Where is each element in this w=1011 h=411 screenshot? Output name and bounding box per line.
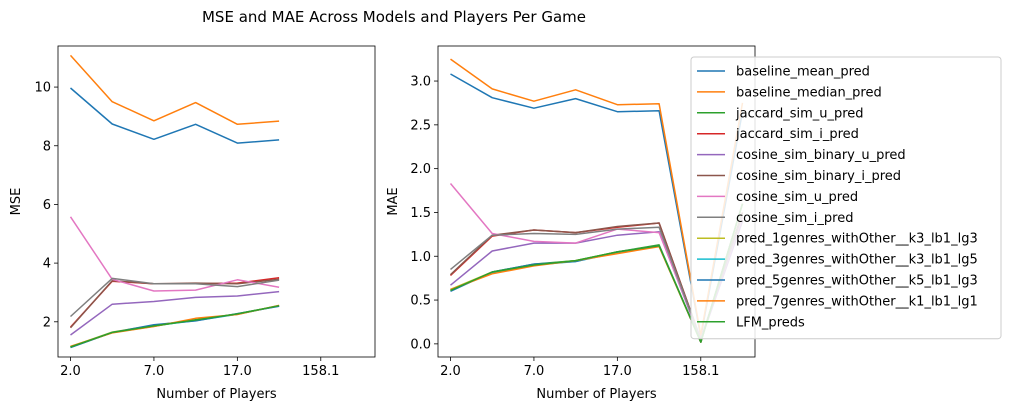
x-tick-label: 2.0: [60, 364, 81, 379]
figure-title: MSE and MAE Across Models and Players Pe…: [202, 8, 586, 26]
x-tick-label: 158.1: [682, 364, 719, 379]
y-tick-label: 8: [43, 139, 51, 154]
y-axis-label: MAE: [386, 187, 401, 215]
series-line-cosine-sim-binary-u-pred: [70, 290, 280, 336]
legend-label: cosine_sim_u_pred: [736, 190, 858, 205]
series-line-cosine-sim-binary-i-pred: [69, 278, 280, 329]
x-tick-label: 17.0: [223, 364, 252, 379]
x-tick-label: 2.0: [440, 364, 461, 379]
legend-label: baseline_median_pred: [736, 85, 882, 100]
y-tick-label: 10: [34, 81, 51, 96]
y-tick-label: 1.0: [410, 250, 431, 265]
legend-label: jaccard_sim_i_pred: [735, 127, 859, 142]
y-tick-label: 2: [43, 315, 51, 330]
x-tick-label: 17.0: [603, 364, 632, 379]
series-line-LFM-preds: [70, 304, 280, 348]
legend-label: cosine_sim_i_pred: [736, 211, 853, 226]
legend-label: jaccard_sim_u_pred: [735, 106, 864, 121]
legend: baseline_mean_pred baseline_median_predja…: [690, 56, 1002, 340]
legend-label: pred_5genres_withOther__k5_lb1_lg3: [736, 274, 978, 289]
y-axis-label: MSE: [9, 188, 24, 216]
series-lines: [69, 54, 280, 349]
y-tick-label: 4: [43, 257, 51, 272]
legend-label: pred_7genres_withOther__k1_lb1_lg1: [736, 294, 978, 309]
legend-label: cosine_sim_binary_u_pred: [736, 148, 906, 163]
series-line-baseline-mean-pred: [70, 87, 280, 144]
legend-label: baseline_mean_pred: [736, 65, 870, 80]
legend-label: pred_1genres_withOther__k3_lb1_lg3: [736, 232, 978, 247]
x-tick-label: 7.0: [524, 364, 545, 379]
y-tick-label: 2.5: [410, 118, 431, 133]
legend-label: cosine_sim_binary_i_pred: [736, 169, 901, 184]
x-axis-label: Number of Players: [156, 387, 276, 402]
y-tick-label: 2.0: [410, 162, 431, 177]
series-line-baseline-median-pred: [69, 54, 280, 126]
y-tick-label: 0.5: [410, 294, 431, 309]
y-tick-label: 6: [43, 198, 51, 213]
y-tick-label: 1.5: [410, 206, 431, 221]
y-tick-label: 0.0: [410, 337, 431, 352]
series-line-cosine-sim-i-pred: [69, 277, 280, 318]
legend-label: LFM_preds: [736, 315, 805, 330]
mse-panel: 2.0 7.0 17.0 158.1 2 4 6 8 10 Number of Players MS…: [9, 45, 376, 402]
x-tick-label: 7.0: [144, 364, 165, 379]
y-tick-label: 3.0: [410, 75, 431, 90]
x-axis-label: Number of Players: [536, 387, 656, 402]
legend-box: [690, 56, 1002, 340]
legend-label: pred_3genres_withOther__k3_lb1_lg5: [736, 253, 978, 268]
series-line-cosine-sim-u-pred: [69, 216, 280, 292]
axes-frame: [57, 45, 376, 358]
x-tick-label: 158.1: [302, 364, 339, 379]
